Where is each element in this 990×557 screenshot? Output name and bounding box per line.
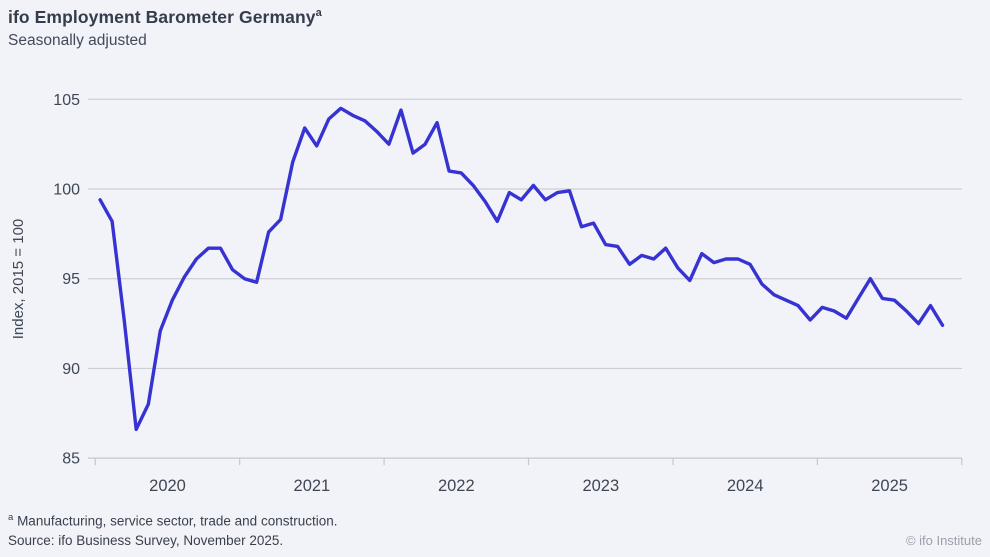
footnote: a Manufacturing, service sector, trade a…: [8, 508, 982, 532]
employment-barometer-line: [98, 106, 945, 432]
chart-footer: a Manufacturing, service sector, trade a…: [8, 508, 982, 552]
chart-header: ifo Employment Barometer Germanya Season…: [8, 7, 322, 50]
x-tick-label-2023: 2023: [582, 477, 619, 495]
chart-title-text: ifo Employment Barometer Germany: [8, 7, 316, 27]
x-tick-label-2024: 2024: [727, 477, 764, 495]
chart-title: ifo Employment Barometer Germanya: [8, 7, 322, 28]
x-tick-label-2021: 2021: [294, 477, 331, 495]
y-tick-label-85: 85: [62, 451, 80, 468]
chart-subtitle: Seasonally adjusted: [8, 32, 147, 49]
copyright-text: © ifo Institute: [905, 533, 982, 548]
source-row: Source: ifo Business Survey, November 20…: [8, 531, 982, 551]
y-tick-label-95: 95: [62, 271, 80, 288]
x-tick-label-2025: 2025: [871, 477, 908, 495]
source-text: Source: ifo Business Survey, November 20…: [8, 533, 284, 548]
x-tick-label-2020: 2020: [149, 477, 186, 495]
x-tick-label-2022: 2022: [438, 477, 475, 495]
y-tick-label-100: 100: [53, 182, 80, 199]
footnote-text: Manufacturing, service sector, trade and…: [17, 513, 338, 528]
y-axis-title: Index, 2015 = 100: [10, 219, 27, 340]
chart-title-footnote-marker: a: [315, 7, 322, 20]
footnote-marker: a: [8, 511, 14, 523]
y-tick-label-105: 105: [53, 92, 80, 109]
y-tick-label-90: 90: [62, 361, 80, 378]
